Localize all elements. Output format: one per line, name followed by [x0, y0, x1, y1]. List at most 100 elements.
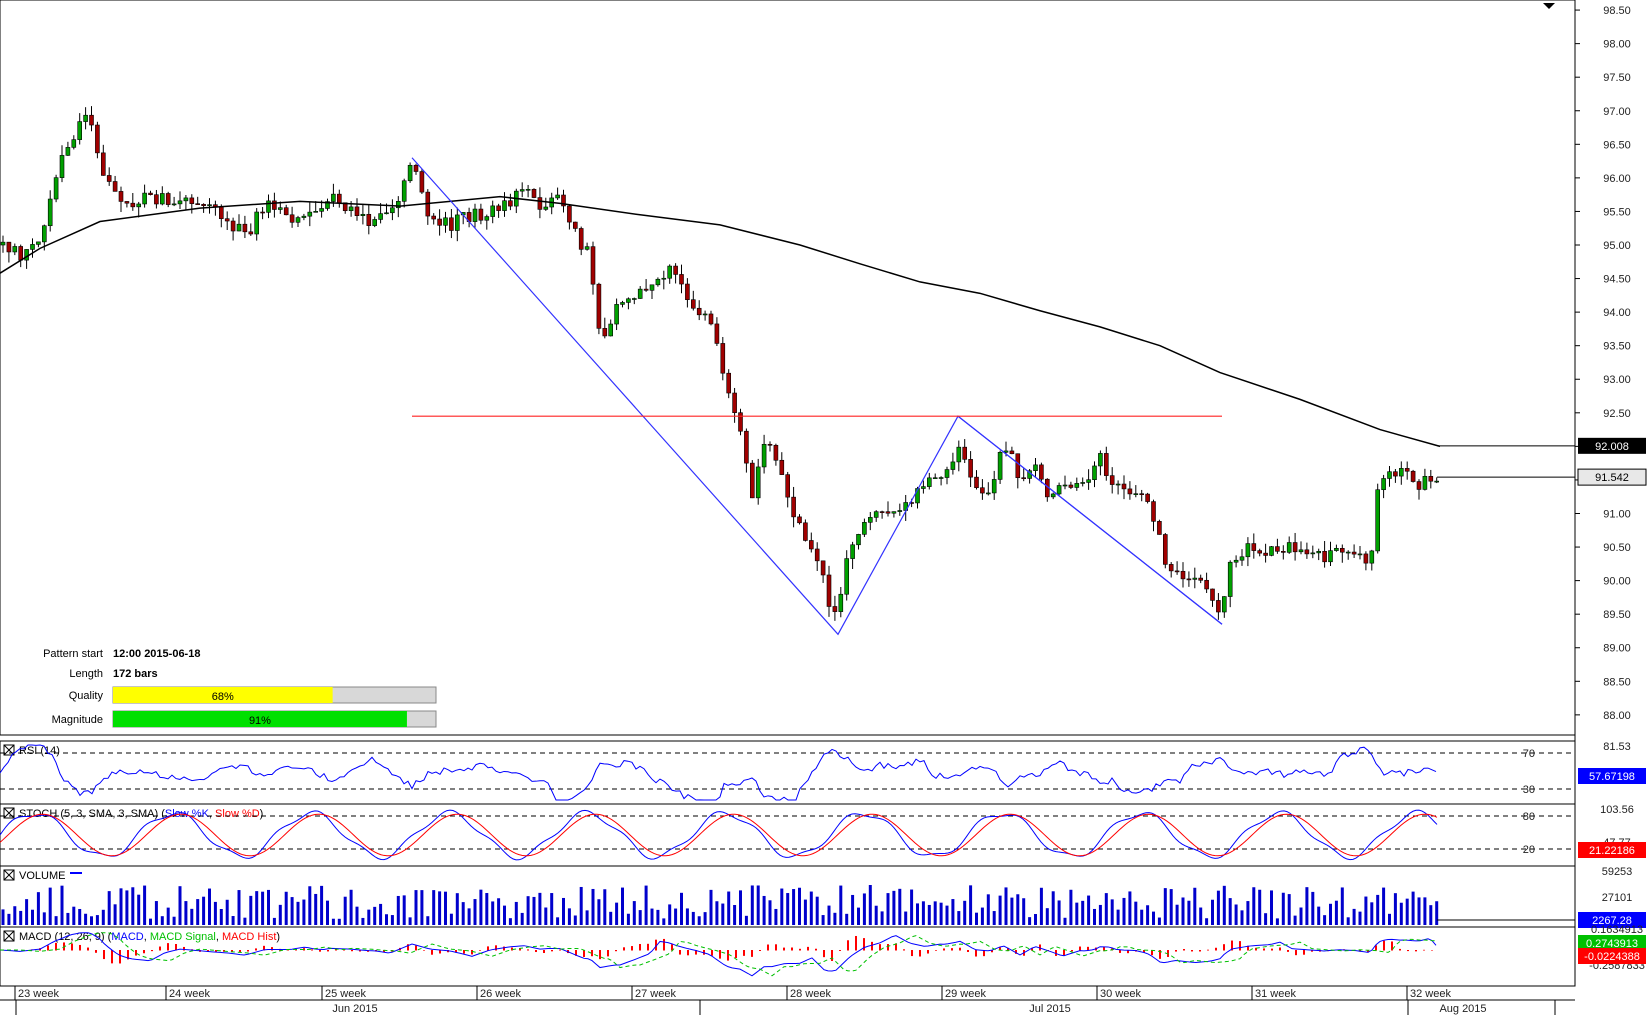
macd-hist-bar — [47, 945, 49, 951]
bear-candle — [572, 221, 578, 229]
volume-bar — [868, 885, 872, 925]
volume-bar — [727, 891, 731, 925]
bull-candle — [543, 206, 549, 210]
bear-candle — [791, 496, 796, 518]
macd-hist-bar — [1407, 950, 1409, 952]
macd-hist-bar — [807, 946, 809, 951]
bull-candle — [1357, 553, 1363, 556]
macd-hist-bar — [327, 950, 329, 952]
price-tick-label: 90.00 — [1603, 576, 1631, 588]
volume-bar — [550, 893, 554, 925]
bull-candle — [360, 213, 366, 216]
volume-bar — [1075, 902, 1079, 925]
volume-bar — [1240, 910, 1244, 925]
bull-candle — [1227, 561, 1233, 597]
bear-candle — [89, 114, 94, 126]
bull-candle — [755, 466, 761, 499]
bear-candle — [879, 511, 885, 513]
bull-candle — [1080, 482, 1085, 484]
price-tick-label: 98.00 — [1603, 39, 1631, 51]
volume-bar — [933, 901, 937, 925]
volume-bar — [798, 887, 801, 925]
macd-hist-bar — [1007, 947, 1009, 951]
bull-candle — [891, 511, 897, 514]
macd-hist-bar — [719, 950, 721, 959]
bear-candle — [531, 188, 537, 198]
macd-hist-bar — [895, 943, 897, 951]
macd-hist-bar — [1223, 944, 1225, 951]
bear-candle — [1039, 464, 1044, 480]
volume-bar — [355, 906, 359, 925]
macd-hist-bar — [1191, 950, 1193, 952]
macd-hist-bar — [903, 949, 905, 951]
price-axis: 98.50 98.00 97.50 97.00 96.50 96.00 95.50 95.00… — [1437, 0, 1647, 980]
bull-candle — [702, 313, 708, 316]
bear-candle — [720, 343, 726, 374]
bull-candle — [873, 511, 879, 518]
bull-candle — [378, 213, 383, 220]
macd-title: MACD (12, 26, 9) (MACD, MACD Signal, MAC… — [19, 931, 280, 943]
bull-candle — [395, 201, 401, 209]
bull-candle — [1056, 485, 1062, 495]
bear-candle — [1292, 542, 1298, 553]
bull-candle — [1375, 489, 1380, 552]
macd-hist-bar — [1383, 940, 1385, 951]
macd-hist-bar — [1415, 950, 1417, 952]
volume-bar — [36, 892, 40, 925]
macd-title-part: MACD — [111, 931, 143, 943]
volume-bar — [1098, 904, 1102, 925]
volume-bar — [591, 888, 595, 925]
volume-bar — [385, 914, 388, 925]
bull-candle — [142, 192, 147, 205]
volume-bar — [1228, 898, 1232, 925]
macd-hist-bar — [815, 948, 817, 951]
volume-bar — [733, 905, 737, 925]
macd-hist-bar — [751, 950, 753, 957]
volume-bar — [267, 889, 270, 925]
bull-candle — [667, 265, 673, 279]
volume-bar — [1175, 904, 1179, 925]
volume-bar — [25, 899, 29, 925]
bear-candle — [685, 283, 690, 300]
volume-bar — [774, 908, 778, 925]
volume-bar — [898, 888, 902, 925]
volume-bar — [131, 887, 135, 925]
stoch-k-line — [0, 809, 1438, 861]
macd-hist-bar — [559, 949, 561, 951]
volume-bar — [379, 903, 383, 925]
volume-bar — [1258, 889, 1262, 925]
week-label: 30 week — [1100, 988, 1141, 1000]
bull-candle — [47, 198, 53, 227]
volume-bar — [851, 894, 855, 925]
volume-bar — [1122, 897, 1126, 925]
volume-bar — [526, 896, 530, 925]
macd-hist-bar — [759, 950, 761, 952]
bear-candle — [1351, 551, 1357, 555]
volume-bar — [1370, 902, 1374, 925]
volume-bar — [1028, 917, 1032, 925]
bull-candle — [985, 492, 991, 495]
macd-hist-bar — [127, 950, 129, 960]
volume-bar — [862, 893, 866, 925]
volume-bar — [414, 890, 418, 925]
scroll-arrow-icon[interactable] — [1543, 3, 1555, 9]
volume-bar — [48, 887, 52, 925]
price-panel-frame — [0, 0, 1576, 736]
stoch-d-line — [0, 813, 1438, 857]
bull-candle — [620, 302, 625, 305]
volume-bar — [916, 903, 919, 925]
bull-candle — [525, 188, 531, 191]
volume-bar — [579, 886, 583, 925]
macd-hist-bar — [727, 950, 729, 961]
volume-bar — [208, 888, 211, 925]
macd-hist-bar — [599, 950, 601, 960]
bull-candle — [991, 479, 997, 494]
volume-bar — [644, 885, 648, 925]
macd-hist-bar — [799, 948, 801, 951]
macd-hist-bar — [959, 947, 961, 951]
bear-candle — [1180, 570, 1186, 580]
macd-hist-bar — [1015, 950, 1017, 954]
volume-bar — [1317, 906, 1321, 925]
volume-bar — [219, 909, 223, 925]
bear-candle — [366, 213, 372, 226]
